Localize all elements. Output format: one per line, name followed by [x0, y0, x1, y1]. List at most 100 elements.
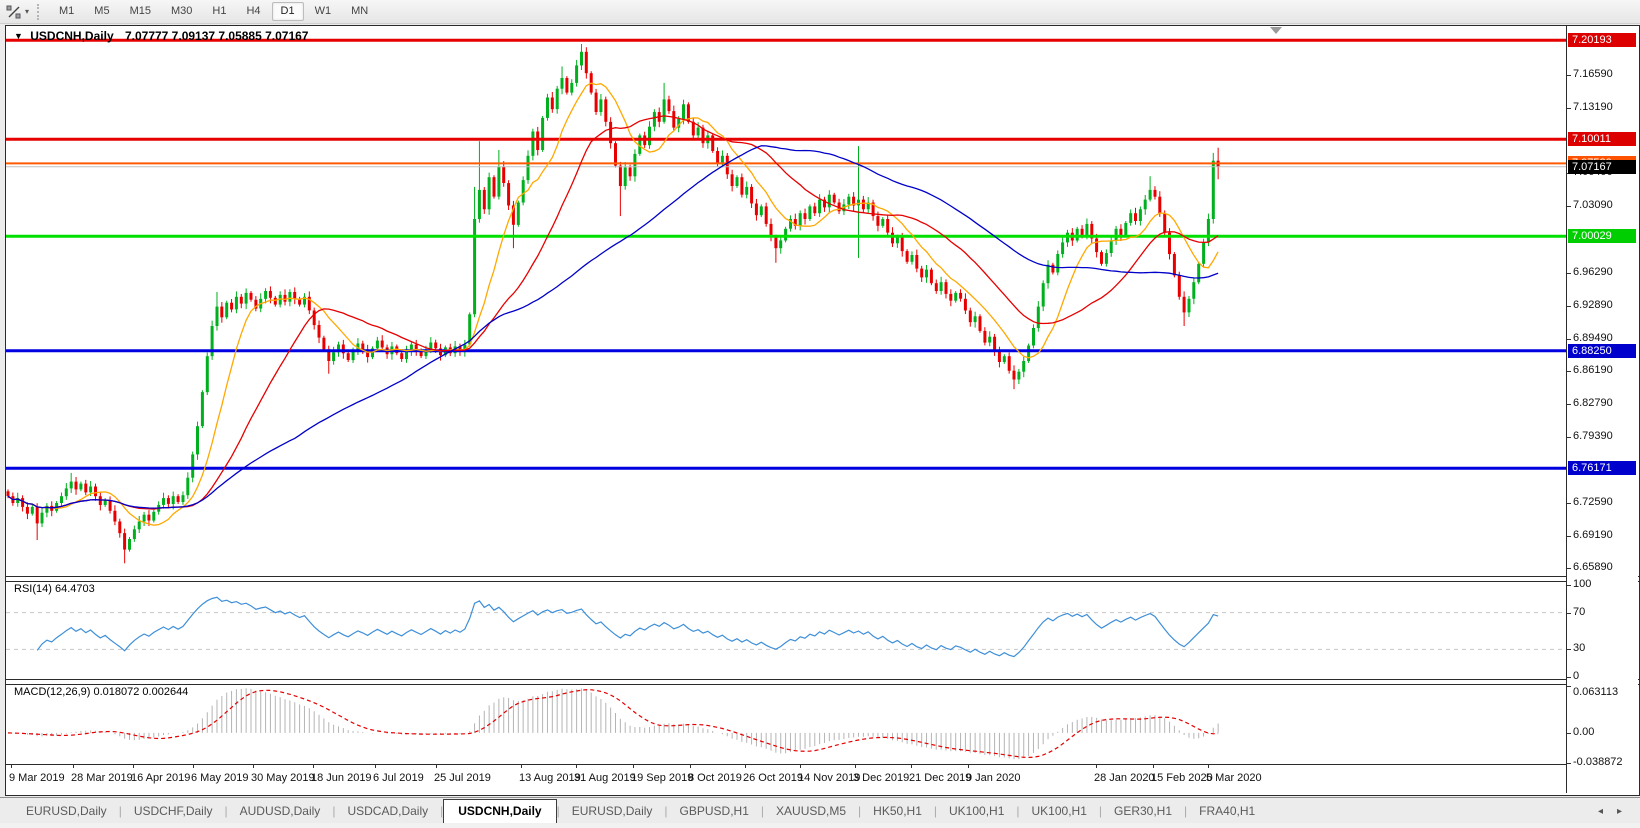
price-tick-label: 6.69190: [1573, 529, 1613, 541]
date-label: 6 Jul 2019: [373, 772, 424, 784]
rsi-canvas[interactable]: [6, 581, 1566, 679]
mt4-window: ▾ M1M5M15M30H1H4D1W1MN ▼ USDCNH,Daily 7.…: [0, 0, 1640, 828]
date-tick-mark: [745, 765, 746, 768]
price-badge-7.07167: 7.07167: [1568, 160, 1636, 174]
date-tick-mark: [521, 765, 522, 768]
line-study-tool[interactable]: ▾: [0, 4, 35, 20]
price-tick-label: 6.65890: [1573, 561, 1613, 573]
rsi-axis-label: 0: [1573, 670, 1579, 682]
date-label: 19 Sep 2019: [631, 772, 693, 784]
date-label: 13 Aug 2019: [519, 772, 581, 784]
price-tick-label: 6.79390: [1573, 430, 1613, 442]
symbol-dropdown-icon[interactable]: ▼: [14, 31, 23, 41]
price-tick-mark: [1567, 273, 1571, 274]
date-tick-mark: [193, 765, 194, 768]
timeframe-button-m30[interactable]: M30: [162, 2, 201, 21]
date-label: 3 Dec 2019: [853, 772, 909, 784]
date-tick-mark: [633, 765, 634, 768]
date-tick-mark: [800, 765, 801, 768]
chart-tab-ger30-h1[interactable]: GER30,H1: [1102, 800, 1184, 823]
price-tick-label: 7.16590: [1573, 68, 1613, 80]
price-tick-mark: [1567, 206, 1571, 207]
price-tick-mark: [1567, 339, 1571, 340]
chart-title: ▼ USDCNH,Daily 7.07777 7.09137 7.05885 7…: [14, 29, 308, 43]
price-tick-mark: [1567, 404, 1571, 405]
chart-ohlc-values: 7.07777 7.09137 7.05885 7.07167: [125, 29, 309, 43]
macd-axis-label: 0.063113: [1573, 686, 1618, 698]
price-tick-label: 6.92890: [1573, 299, 1613, 311]
chart-tab-hk50-h1[interactable]: HK50,H1: [861, 800, 934, 823]
price-tick-label: 6.72590: [1573, 496, 1613, 508]
date-label: 21 Dec 2019: [909, 772, 971, 784]
price-badge-7.10011: 7.10011: [1568, 132, 1636, 146]
chevron-down-icon[interactable]: ▾: [25, 7, 29, 16]
timeframe-button-h1[interactable]: H1: [203, 2, 235, 21]
price-tick-mark: [1567, 306, 1571, 307]
chart-tab-audusd-daily[interactable]: AUDUSD,Daily: [228, 800, 333, 823]
main-chart-canvas[interactable]: [6, 26, 1566, 576]
timeframe-button-m15[interactable]: M15: [121, 2, 160, 21]
chart-symbol-label: USDCNH,Daily: [30, 29, 113, 43]
toolbar-grip[interactable]: [37, 4, 43, 20]
chart-tab-uk100-h1[interactable]: UK100,H1: [937, 800, 1016, 823]
macd-axis-tick: [1567, 686, 1571, 687]
chart-tab-usdchf-daily[interactable]: USDCHF,Daily: [122, 800, 225, 823]
price-axis[interactable]: 7.165907.131907.064907.030906.962906.928…: [1567, 26, 1638, 793]
date-tick-mark: [1153, 765, 1154, 768]
price-tick-label: 7.03090: [1573, 199, 1613, 211]
chart-tab-xauusd-m5[interactable]: XAUUSD,M5: [764, 800, 858, 823]
chart-tab-usdcad-daily[interactable]: USDCAD,Daily: [335, 800, 440, 823]
macd-canvas[interactable]: [6, 684, 1566, 763]
date-label: 15 Feb 2020: [1151, 772, 1213, 784]
tab-scroll-left-icon[interactable]: ◂: [1598, 806, 1603, 817]
date-tick-mark: [133, 765, 134, 768]
date-tick-mark: [576, 765, 577, 768]
chart-tab-eurusd-daily[interactable]: EURUSD,Daily: [14, 800, 119, 823]
date-tick-mark: [313, 765, 314, 768]
price-tick-mark: [1567, 536, 1571, 537]
timeframe-button-m1[interactable]: M1: [50, 2, 83, 21]
price-tick-label: 6.96290: [1573, 266, 1613, 278]
chart-tab-usdcnh-daily[interactable]: USDCNH,Daily: [443, 799, 556, 824]
date-tick-mark: [968, 765, 969, 768]
timeframe-toolbar: ▾ M1M5M15M30H1H4D1W1MN: [0, 0, 1640, 24]
chart-window: ▼ USDCNH,Daily 7.07777 7.09137 7.05885 7…: [5, 25, 1640, 796]
chart-tab-uk100-h1[interactable]: UK100,H1: [1020, 800, 1099, 823]
macd-axis-label: 0.00: [1573, 726, 1594, 738]
time-axis[interactable]: 9 Mar 201928 Mar 201916 Apr 20196 May 20…: [6, 764, 1566, 794]
chart-tab-fra40-h1[interactable]: FRA40,H1: [1187, 800, 1267, 823]
date-label: 5 Mar 2020: [1206, 772, 1262, 784]
rsi-axis-label: 100: [1573, 578, 1591, 590]
date-label: 26 Oct 2019: [743, 772, 803, 784]
macd-axis-tick: [1567, 763, 1571, 764]
date-label: 31 Aug 2019: [574, 772, 636, 784]
chart-shift-marker[interactable]: [1270, 27, 1282, 34]
timeframe-button-m5[interactable]: M5: [85, 2, 118, 21]
macd-axis-tick: [1567, 733, 1571, 734]
chart-tab-gbpusd-h1[interactable]: GBPUSD,H1: [668, 800, 761, 823]
price-tick-label: 6.82790: [1573, 397, 1613, 409]
price-badge-7.00029: 7.00029: [1568, 229, 1636, 243]
tab-scroll-right-icon[interactable]: ▸: [1617, 806, 1622, 817]
chart-tab-bar: EURUSD,Daily|USDCHF,Daily|AUDUSD,Daily|U…: [0, 797, 1640, 823]
price-badge-6.88250: 6.88250: [1568, 344, 1636, 358]
timeframe-button-mn[interactable]: MN: [342, 2, 377, 21]
date-label: 25 Jul 2019: [434, 772, 491, 784]
rsi-axis-tick: [1567, 613, 1571, 614]
date-label: 14 Nov 2019: [798, 772, 860, 784]
macd-label: MACD(12,26,9) 0.018072 0.002644: [14, 686, 188, 698]
date-tick-mark: [855, 765, 856, 768]
date-tick-mark: [1096, 765, 1097, 768]
date-tick-mark: [436, 765, 437, 768]
timeframe-button-h4[interactable]: H4: [237, 2, 269, 21]
date-label: 16 Apr 2019: [131, 772, 190, 784]
timeframe-button-w1[interactable]: W1: [306, 2, 341, 21]
timeframe-button-d1[interactable]: D1: [272, 2, 304, 21]
chart-tab-eurusd-daily[interactable]: EURUSD,Daily: [560, 800, 665, 823]
date-tick-mark: [11, 765, 12, 768]
price-tick-label: 6.89490: [1573, 332, 1613, 344]
price-badge-7.20193: 7.20193: [1568, 33, 1636, 47]
price-badge-6.76171: 6.76171: [1568, 461, 1636, 475]
rsi-axis-tick: [1567, 649, 1571, 650]
price-tick-mark: [1567, 503, 1571, 504]
